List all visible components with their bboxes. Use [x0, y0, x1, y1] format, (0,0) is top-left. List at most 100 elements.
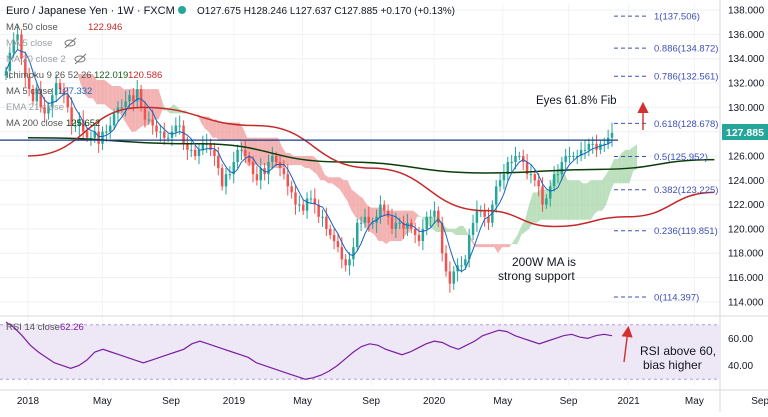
cloud-segment-bearish: [474, 244, 479, 248]
candle: [301, 200, 305, 215]
cloud-segment-bearish: [154, 89, 159, 120]
cloud-segment-bullish: [586, 180, 591, 220]
fib-level-label: 0.5(125.952): [654, 152, 708, 163]
rsi-tick-label: 60.00: [728, 334, 753, 345]
rsi-title: RSI 14 close: [6, 322, 60, 333]
cloud-segment-bullish: [571, 180, 576, 220]
candle: [209, 138, 212, 157]
cloud-segment-bearish: [482, 244, 487, 248]
legend-row[interactable]: MA 200 close 125.652: [6, 118, 100, 129]
candle: [247, 151, 251, 167]
candle: [298, 195, 301, 212]
ma5-line: [5, 48, 613, 273]
cloud-segment-bearish: [212, 119, 217, 138]
candle: [514, 146, 517, 170]
candle: [182, 120, 185, 151]
candle: [313, 188, 317, 214]
legend-value: 125.652: [66, 118, 100, 129]
time-tick-label: Sep: [751, 396, 768, 407]
cloud-segment-bullish: [621, 149, 626, 184]
candle: [24, 51, 27, 88]
cloud-segment-bearish: [281, 146, 286, 169]
cloud-segment-bearish: [382, 207, 387, 245]
candle: [197, 143, 201, 165]
time-tick-label: 2019: [223, 396, 246, 407]
legend-row[interactable]: Ichimoku 9 26 52 26 122.019 120.586: [6, 70, 162, 81]
cloud-segment-bullish: [629, 146, 634, 184]
rsi-line: [5, 321, 613, 380]
legend-row[interactable]: MA 50 close 122.946: [6, 22, 122, 33]
cloud-segment-bullish: [509, 241, 514, 248]
candle: [363, 208, 367, 229]
legend-row[interactable]: EMA 21 close: [6, 102, 64, 113]
candle: [595, 134, 598, 158]
legend-row[interactable]: MA 20 close 2: [6, 53, 87, 65]
cloud-segment-bearish: [254, 137, 259, 166]
candle: [4, 66, 8, 80]
legend-label: MA 5 close: [6, 38, 52, 49]
candle: [464, 255, 467, 270]
candle: [143, 101, 147, 128]
candle: [159, 124, 162, 142]
cloud-segment-bullish: [432, 216, 437, 232]
candle: [174, 117, 178, 137]
cloud-segment-bearish: [85, 73, 89, 99]
candle: [579, 141, 583, 162]
cloud-segment-bearish: [77, 73, 82, 87]
candle: [591, 136, 594, 154]
candle: [599, 139, 602, 155]
legend-row[interactable]: MA 5 close: [6, 37, 77, 49]
candle: [545, 194, 548, 209]
legend-label: MA 200 close: [6, 118, 63, 129]
ichimoku-cloud: [31, 52, 638, 254]
visibility-off-icon[interactable]: [64, 37, 77, 49]
candle: [556, 164, 560, 184]
cloud-segment-bearish: [413, 210, 418, 226]
cloud-segment-bullish: [447, 228, 452, 232]
cloud-segment-bullish: [583, 183, 587, 220]
candle: [348, 252, 351, 276]
candle: [108, 116, 112, 139]
cloud-segment-bearish: [224, 122, 228, 141]
candle: [20, 29, 23, 65]
cloud-segment-bullish: [173, 104, 178, 114]
candle: [66, 87, 69, 113]
cloud-segment-bearish: [312, 155, 317, 175]
legend-row[interactable]: MA 5 close 127.332: [6, 86, 92, 97]
support-annotation-line1: 200W MA is: [512, 255, 576, 269]
candle: [510, 154, 513, 173]
cloud-segment-bullish: [613, 159, 618, 184]
candle: [429, 209, 432, 227]
cloud-segment-bearish: [258, 137, 263, 166]
cloud-segment-bearish: [505, 244, 510, 248]
price-tick-label: 116.000: [728, 273, 764, 284]
fib-level-label: 0(114.397): [654, 293, 699, 304]
cloud-segment-bullish: [513, 234, 518, 245]
cloud-segment-bullish: [606, 168, 611, 205]
cloud-segment-bullish: [633, 144, 638, 172]
candle: [437, 206, 440, 228]
fib-level-label: 0.236(119.851): [654, 226, 718, 237]
price-tick-label: 138.000: [728, 6, 765, 17]
time-tick-label: May: [93, 396, 112, 407]
candle: [359, 216, 363, 231]
candle: [62, 82, 66, 104]
cloud-segment-bearish: [108, 83, 113, 111]
indicator-legends: MA 50 close 122.946 MA 5 close MA 20 clo…: [6, 22, 162, 129]
cloud-segment-bullish: [529, 192, 533, 229]
cloud-segment-bearish: [100, 79, 105, 105]
candle: [587, 138, 591, 157]
candle: [224, 167, 228, 195]
legend-value: 122.946: [88, 22, 122, 33]
cloud-segment-bullish: [444, 225, 448, 232]
price-tick-label: 130.000: [728, 103, 765, 114]
visibility-off-icon[interactable]: [74, 53, 87, 65]
cloud-segment-bearish: [339, 177, 344, 196]
candle: [328, 224, 332, 240]
candle: [105, 124, 108, 142]
candle: [506, 156, 510, 181]
fib-level-label: 0.618(128.678): [654, 119, 718, 130]
cloud-segment-bearish: [343, 180, 348, 202]
cloud-segment-bearish: [204, 116, 209, 132]
cloud-segment-bearish: [200, 116, 205, 129]
